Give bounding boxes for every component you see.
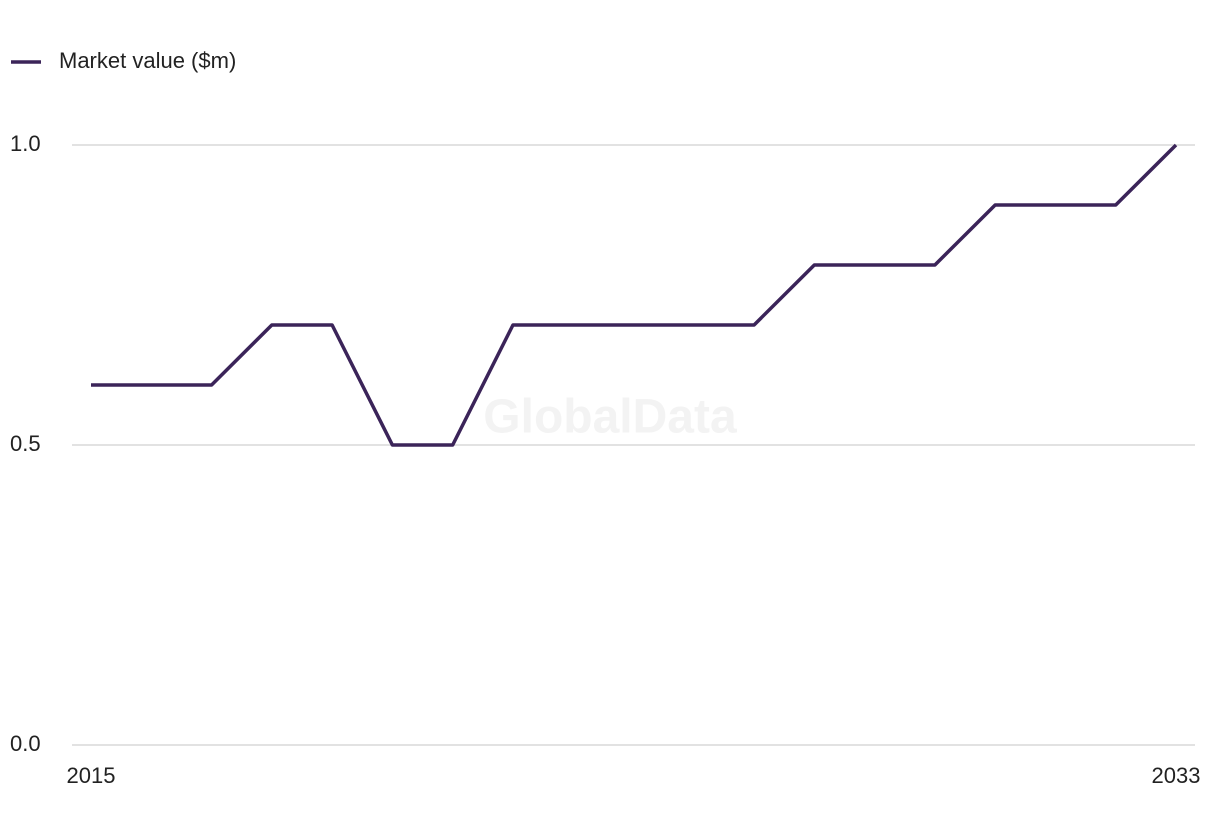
line-series xyxy=(91,143,1178,447)
y-tick-label: 1.0 xyxy=(10,131,41,156)
y-tick-label: 0.5 xyxy=(10,431,41,456)
y-tick-label: 0.0 xyxy=(10,731,41,756)
x-tick-label: 2033 xyxy=(1152,763,1201,788)
x-tick-label: 2015 xyxy=(67,763,116,788)
legend-label: Market value ($m) xyxy=(59,48,236,73)
watermark: GlobalData xyxy=(483,391,737,444)
